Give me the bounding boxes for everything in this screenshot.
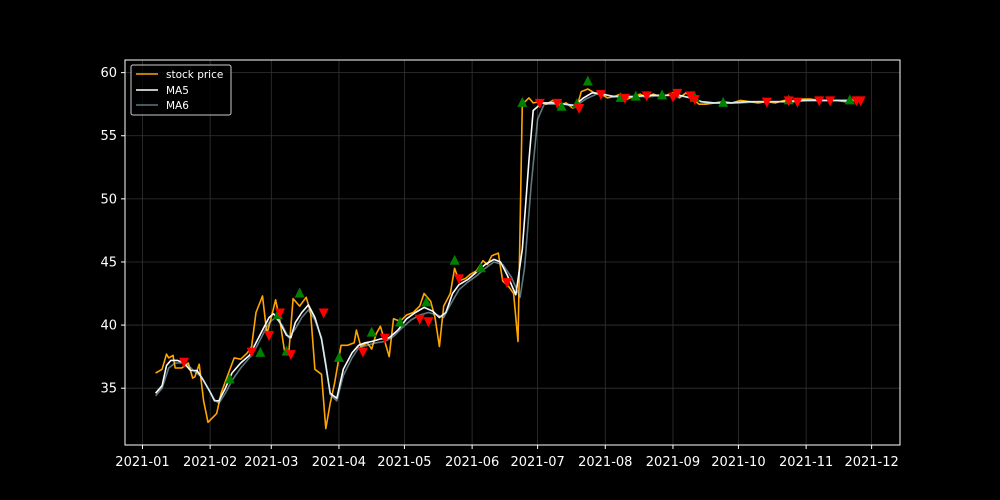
sell-signal-marker xyxy=(264,331,275,342)
sell-signal-marker xyxy=(595,90,606,101)
buy-signal-marker xyxy=(657,89,668,100)
x-tick-label: 2021-09 xyxy=(646,455,700,470)
sell-signal-marker xyxy=(619,93,630,104)
sell-signal-marker xyxy=(792,97,803,108)
x-tick-label: 2021-01 xyxy=(115,455,169,470)
buy-signal-marker xyxy=(844,94,855,105)
sell-signal-marker xyxy=(423,317,434,328)
sell-signal-marker xyxy=(357,347,368,358)
sell-signal-marker xyxy=(814,96,825,107)
signal-markers xyxy=(178,75,866,384)
sell-signal-marker xyxy=(761,97,772,108)
sell-signal-marker xyxy=(552,98,563,109)
legend-box xyxy=(130,64,232,116)
x-tick-label: 2021-05 xyxy=(377,455,431,470)
y-tick-label: 55 xyxy=(100,129,117,144)
legend-label-ma6: MA6 xyxy=(166,100,189,112)
y-tick-label: 40 xyxy=(100,319,117,334)
sell-signal-marker xyxy=(502,278,513,289)
y-tick-label: 35 xyxy=(100,382,117,397)
sell-signal-marker xyxy=(534,98,545,109)
y-tick-label: 45 xyxy=(100,255,117,270)
buy-signal-marker xyxy=(630,90,641,101)
sell-signal-marker xyxy=(285,350,296,361)
sell-signal-marker xyxy=(672,88,683,99)
legend-label-stock-price: stock price xyxy=(166,69,223,81)
buy-signal-marker xyxy=(333,351,344,362)
buy-signal-marker xyxy=(255,346,266,357)
sell-signal-marker xyxy=(667,92,678,103)
legend-label-ma5: MA5 xyxy=(166,85,189,97)
buy-signal-marker xyxy=(366,326,377,337)
buy-signal-marker xyxy=(395,316,406,327)
y-tick-label: 50 xyxy=(100,192,117,207)
sell-signal-marker xyxy=(414,314,425,325)
sell-signal-marker xyxy=(246,347,257,358)
sell-signal-marker xyxy=(855,96,866,107)
sell-signal-marker xyxy=(454,274,465,285)
sell-signal-marker xyxy=(689,95,700,106)
x-tick-label: 2021-04 xyxy=(312,455,366,470)
sell-signal-marker xyxy=(641,91,652,102)
sell-signal-marker xyxy=(783,96,794,107)
sell-signal-marker xyxy=(318,308,329,319)
axes: 35 40 45 50 55 60 2021-01 2021-02 2021-03 2021-04… xyxy=(100,66,898,470)
grid-lines xyxy=(125,60,900,445)
x-tick-label: 2021-03 xyxy=(244,455,298,470)
x-tick-label: 2021-10 xyxy=(711,455,765,470)
x-tick-label: 2021-06 xyxy=(445,455,499,470)
buy-signal-marker xyxy=(475,262,486,273)
sell-signal-marker xyxy=(178,357,189,368)
sell-signal-marker xyxy=(275,308,285,319)
x-tick-label: 2021-12 xyxy=(844,455,898,470)
buy-signal-marker xyxy=(582,75,593,86)
sell-signal-marker xyxy=(379,333,390,344)
y-tick-label: 60 xyxy=(100,66,117,81)
x-tick-label: 2021-08 xyxy=(578,455,632,470)
buy-signal-marker xyxy=(421,296,432,307)
buy-signal-marker xyxy=(224,373,235,384)
buy-signal-marker xyxy=(718,96,729,107)
sell-signal-marker xyxy=(574,103,585,114)
x-tick-label: 2021-02 xyxy=(183,455,237,470)
buy-signal-marker xyxy=(294,287,305,298)
legend: stock price MA5 MA6 xyxy=(130,64,232,116)
buy-signal-marker xyxy=(517,96,528,107)
plot-frame xyxy=(124,59,901,446)
x-tick-label: 2021-07 xyxy=(510,455,564,470)
buy-signal-marker xyxy=(449,254,460,265)
x-tick-label: 2021-11 xyxy=(779,455,833,470)
buy-signal-marker xyxy=(556,100,567,111)
sell-signal-marker xyxy=(825,96,836,107)
